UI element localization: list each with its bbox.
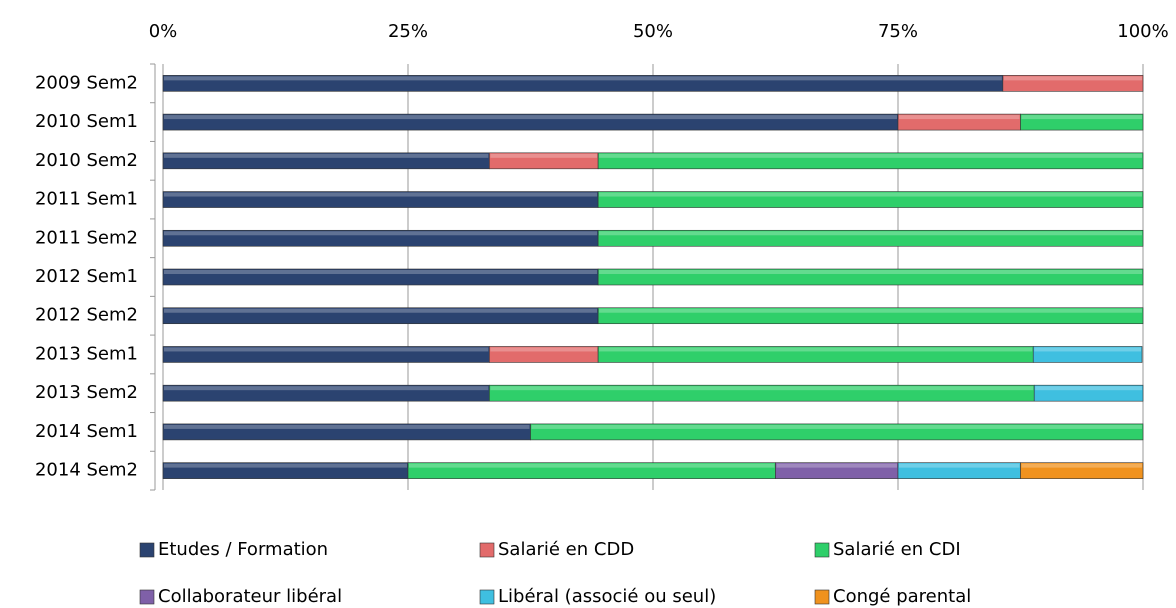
y-tick-label: 2012 Sem1 bbox=[35, 266, 138, 287]
x-tick-label: 25% bbox=[388, 21, 428, 42]
legend-label: Salarié en CDD bbox=[498, 539, 634, 560]
bar-segment bbox=[597, 268, 1144, 286]
legend-label: Salarié en CDI bbox=[833, 539, 961, 560]
bar-segment bbox=[1032, 346, 1143, 363]
bar-segment bbox=[597, 152, 1144, 170]
bar-highlight bbox=[164, 424, 530, 429]
y-tick-label: 2013 Sem2 bbox=[35, 382, 138, 403]
bar-highlight bbox=[164, 386, 489, 391]
legend-label: Collaborateur libéral bbox=[158, 586, 342, 607]
bar-highlight bbox=[599, 231, 1142, 236]
bar-highlight bbox=[409, 463, 775, 468]
bar-highlight bbox=[899, 115, 1020, 120]
bar-highlight bbox=[490, 153, 598, 158]
legend-swatch bbox=[814, 542, 830, 558]
bar-highlight bbox=[164, 192, 598, 197]
bar-highlight bbox=[164, 270, 598, 274]
bar-highlight bbox=[164, 231, 598, 236]
bar-highlight bbox=[164, 153, 489, 158]
y-tick-label: 2010 Sem1 bbox=[35, 111, 138, 132]
bar-segment bbox=[530, 423, 1144, 441]
x-tick-label: 50% bbox=[633, 21, 673, 42]
x-tick-label: 0% bbox=[149, 21, 178, 42]
bar-highlight bbox=[1021, 115, 1142, 120]
bar-segment bbox=[597, 229, 1144, 247]
y-tick-label: 2012 Sem2 bbox=[35, 305, 138, 326]
y-tick-label: 2010 Sem2 bbox=[35, 150, 138, 171]
bar-highlight bbox=[164, 463, 407, 468]
bar-highlight bbox=[899, 463, 1020, 468]
legend-label: Libéral (associé ou seul) bbox=[498, 586, 716, 607]
legend-label: Etudes / Formation bbox=[158, 539, 328, 560]
y-tick-label: 2014 Sem1 bbox=[35, 421, 138, 442]
legend-label: Congé parental bbox=[833, 586, 971, 607]
bar-highlight bbox=[490, 347, 598, 352]
bar-highlight bbox=[599, 153, 1142, 158]
bar-highlight bbox=[1021, 463, 1142, 468]
bar-segment bbox=[1020, 113, 1144, 131]
legend-swatch bbox=[139, 589, 155, 605]
y-tick-label: 2011 Sem1 bbox=[35, 189, 138, 210]
bar-highlight bbox=[1003, 76, 1142, 81]
bar-segment bbox=[597, 191, 1144, 208]
bar-highlight bbox=[599, 308, 1142, 313]
bar-highlight bbox=[1035, 386, 1142, 391]
bar-highlight bbox=[490, 386, 1034, 391]
bar-highlight bbox=[164, 76, 1002, 81]
y-tick-label: 2011 Sem2 bbox=[35, 227, 138, 248]
x-tick-label: 100% bbox=[1117, 21, 1168, 42]
bar-highlight bbox=[164, 115, 897, 120]
bar-highlight bbox=[164, 347, 489, 352]
bar-highlight bbox=[164, 308, 598, 313]
y-tick-label: 2009 Sem2 bbox=[35, 72, 138, 93]
bar-highlight bbox=[531, 424, 1142, 429]
bar-segment bbox=[1002, 75, 1144, 92]
legend-swatch bbox=[479, 589, 495, 605]
bar-highlight bbox=[776, 463, 897, 468]
y-tick-label: 2013 Sem1 bbox=[35, 343, 138, 364]
bar-segment bbox=[1020, 462, 1144, 479]
bar-segment bbox=[1033, 384, 1144, 402]
legend-swatch bbox=[814, 589, 830, 605]
x-tick-label: 75% bbox=[878, 21, 918, 42]
bar-segment bbox=[597, 307, 1144, 325]
bar-highlight bbox=[1034, 347, 1142, 352]
legend-swatch bbox=[139, 542, 155, 558]
bar-highlight bbox=[599, 192, 1142, 197]
bar-highlight bbox=[599, 270, 1142, 274]
bar-highlight bbox=[599, 347, 1033, 352]
legend-swatch bbox=[479, 542, 495, 558]
y-tick-label: 2014 Sem2 bbox=[35, 460, 138, 481]
